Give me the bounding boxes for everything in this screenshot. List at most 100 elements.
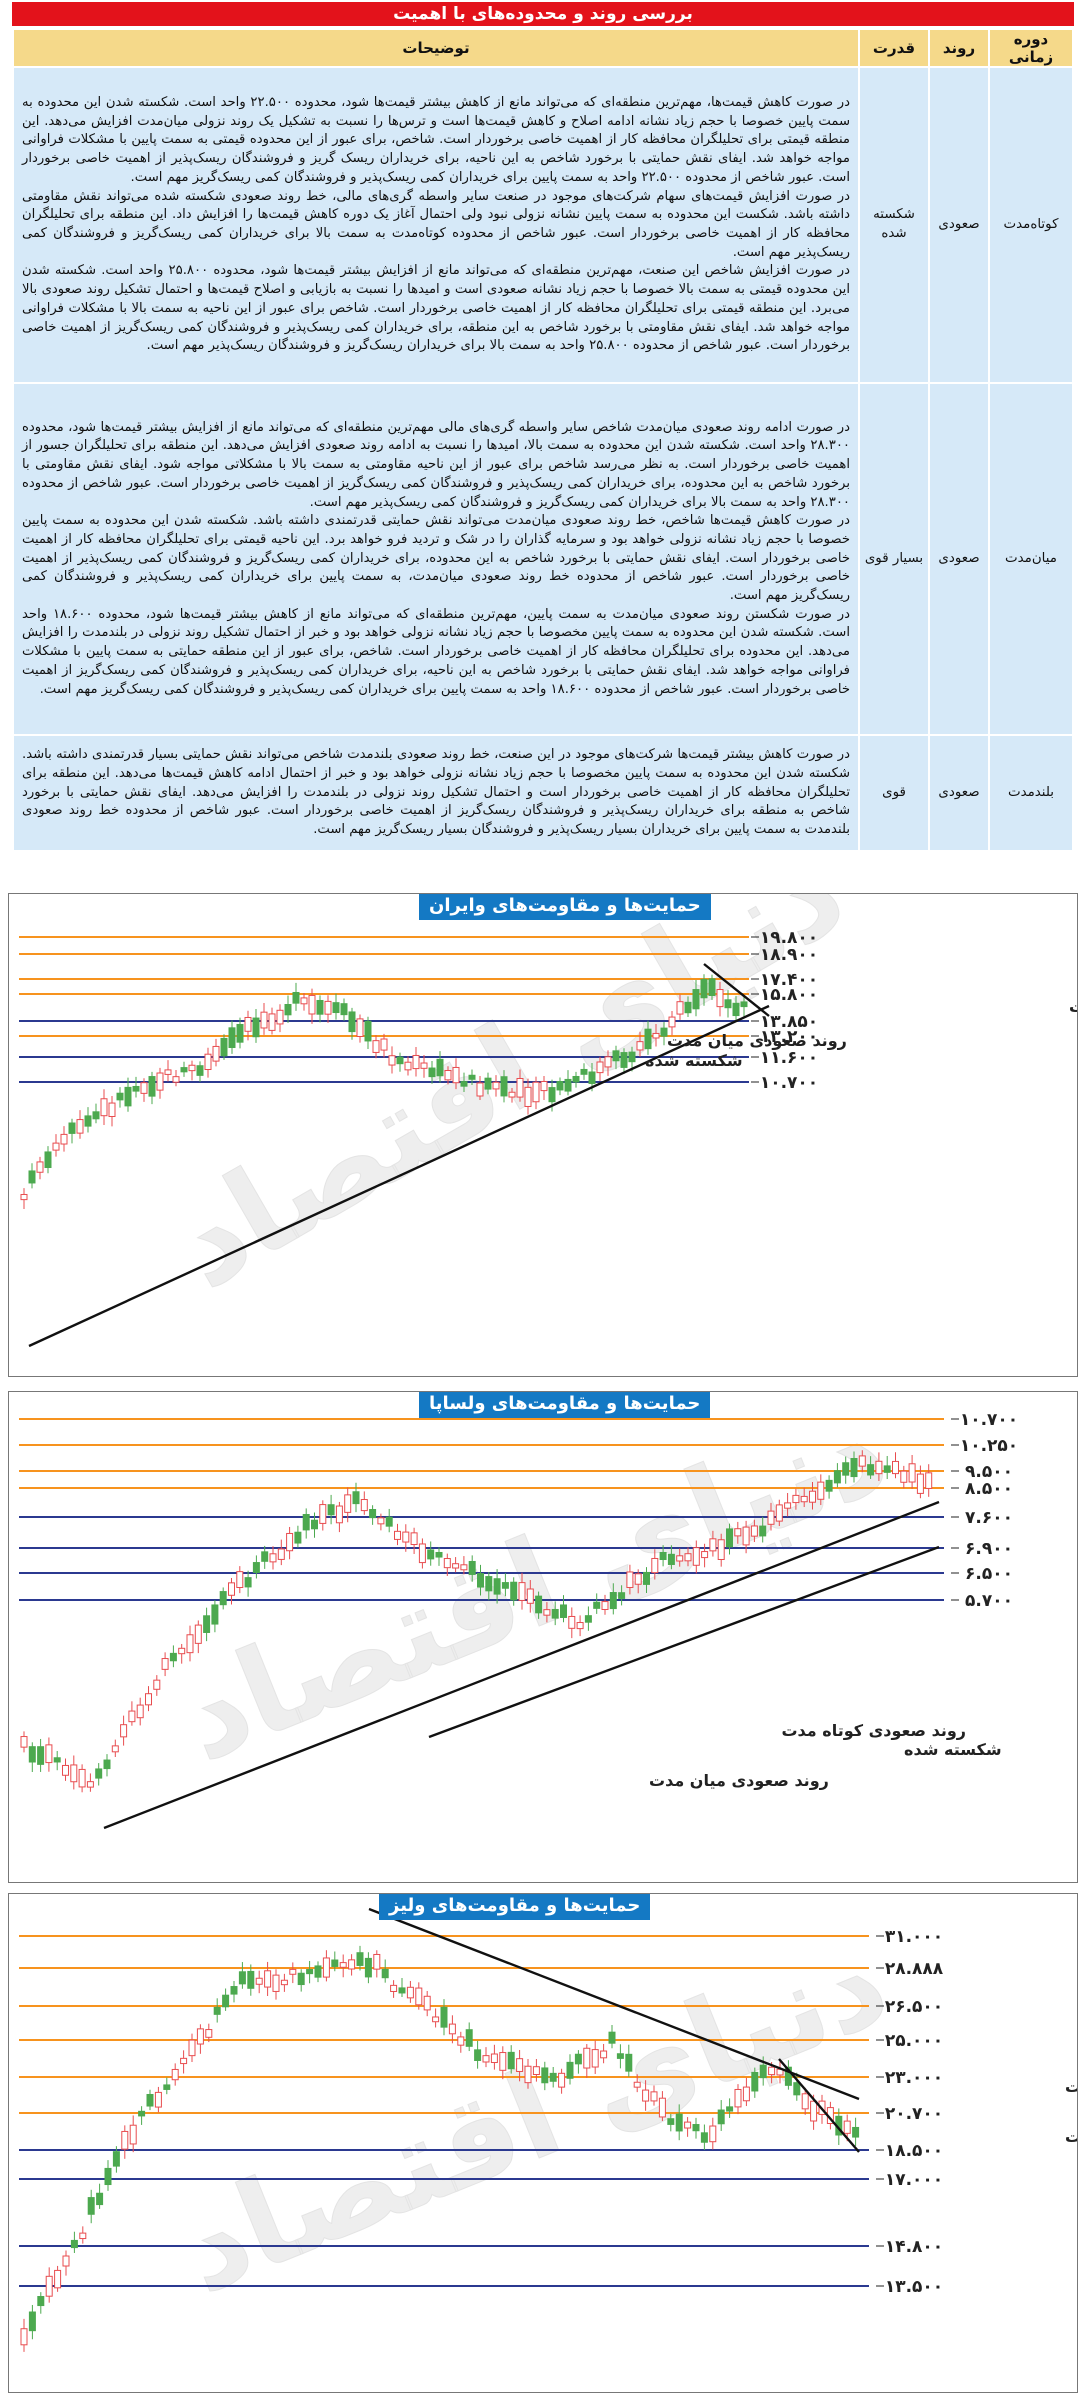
level-label: ۱۳.۲۰۰ [760, 1027, 818, 1047]
candle-body [260, 1011, 268, 1029]
row-strength: بسیار قوی [860, 384, 928, 734]
candle-body [616, 2053, 624, 2059]
candle-body [372, 1040, 380, 1053]
candle-body [492, 1081, 500, 1090]
level-label: ۱۱.۶۰۰ [760, 1048, 818, 1068]
trend-line [703, 963, 770, 1017]
candle-body [775, 1504, 783, 1522]
candle-body [925, 1472, 933, 1489]
candle-body [532, 2066, 540, 2075]
candle-body [675, 2113, 683, 2132]
candle-body [120, 1724, 128, 1738]
row-strength: شکسته شده [860, 68, 928, 382]
candle-body [588, 1071, 596, 1084]
candle-body [308, 994, 316, 1015]
candle-body [164, 1069, 172, 1075]
desc-paragraph: در صورت افزایش شاخص این صنعت، مهم‌ترین م… [22, 263, 850, 354]
candle-body [767, 1510, 775, 1525]
candle-body [138, 2110, 146, 2117]
candle-body [541, 2067, 549, 2084]
candle-body [339, 1962, 347, 1968]
chart-valsapa: دنیای اقتصاد ۱۰.۷۰۰ ۱۰.۲۵۰ ۹.۵۰۰ ۸.۵۰۰ ۷.۶۰۰ ۶… [8, 1391, 1078, 1883]
candle-body [228, 1027, 236, 1048]
desc-paragraph: در صورت شکستن روند صعودی میان‌مدت به سمت… [22, 606, 850, 697]
candle-body [526, 1588, 534, 1604]
candle-body [580, 1068, 588, 1075]
candle-body [220, 1037, 228, 1057]
candle-body [45, 2275, 53, 2297]
candle-body [171, 2068, 179, 2081]
candle-body [28, 1170, 36, 1184]
row-trend: صعودی [930, 384, 988, 734]
level-label: ۱۸.۹۰۰ [760, 945, 818, 965]
candle-body [660, 1027, 668, 1037]
candle-body [734, 1528, 742, 1537]
trend-annotation: روند صعودی کوتاه مدت [781, 1721, 966, 1740]
candle-body [145, 1693, 152, 1706]
candle-body [667, 2118, 675, 2125]
trend-annotation: شکسته شده [904, 1740, 1002, 1759]
candle-body [352, 1491, 360, 1505]
candle-body [390, 1984, 398, 1992]
candle-body [642, 2089, 650, 2102]
header-period: دوره زمانی [990, 30, 1072, 66]
candle-body [388, 1055, 396, 1066]
candle-body [436, 1058, 444, 1077]
candle-body [103, 1759, 111, 1770]
level-label: ۳۱.۰۰۰ [885, 1927, 943, 1947]
candle-body [380, 1038, 388, 1051]
candle-body [327, 1504, 335, 1516]
candle-body [676, 1001, 684, 1015]
candle-body [474, 2049, 482, 2061]
level-label: ۶.۵۰۰ [965, 1564, 1013, 1584]
candle-body [28, 1746, 36, 1763]
candle-body [444, 1070, 452, 1081]
candle-body [280, 1979, 288, 1986]
candle-body [255, 1977, 263, 1985]
level-label: ۱۷.۴۰۰ [760, 970, 818, 990]
candle-body [742, 1526, 750, 1546]
candle-body [204, 1053, 212, 1071]
candle-body [314, 1965, 322, 1978]
candle-body [188, 2039, 196, 2057]
candle-body [759, 1525, 767, 1537]
candle-body [692, 2124, 700, 2132]
level-label: ۱۸.۵۰۰ [885, 2141, 943, 2161]
level-label: ۱۴.۸۰۰ [885, 2237, 943, 2257]
level-label: ۱۵.۸۰۰ [760, 985, 818, 1005]
candle-body [724, 999, 732, 1009]
candle-body [410, 1532, 418, 1546]
candle-body [302, 1514, 310, 1531]
candle-body [468, 1560, 476, 1575]
candle-body [136, 1704, 144, 1719]
candle-body [477, 1573, 484, 1588]
candle-body [180, 1067, 188, 1073]
candle-body [398, 1987, 406, 1994]
candle-body [900, 1470, 908, 1483]
candle-body [518, 1582, 526, 1601]
candle-body [84, 1115, 92, 1127]
level-label: ۵.۷۰۰ [965, 1591, 1013, 1611]
trend-line [28, 1004, 770, 1348]
candle-body [348, 1959, 356, 1970]
row-period: میان‌مدت [990, 384, 1072, 734]
candle-body [485, 1576, 493, 1592]
candle-body [482, 2055, 490, 2063]
candle-body [340, 1003, 348, 1016]
candle-body [443, 1558, 451, 1569]
candle-body [500, 1076, 508, 1097]
trend-line [428, 1545, 940, 1739]
candle-body [892, 1460, 899, 1475]
candle-body [601, 1601, 609, 1610]
candle-body [700, 2132, 708, 2143]
candle-body [153, 1679, 161, 1690]
candle-body [574, 2053, 582, 2065]
level-label: ۷.۶۰۰ [965, 1508, 1013, 1528]
candle-body [650, 2091, 658, 2102]
trend-line [778, 2058, 860, 2153]
candle-body [540, 1080, 548, 1092]
table-row: کوتاه‌مدت صعودی شکسته شده در صورت کاهش ق… [14, 68, 1072, 382]
candle-body [324, 1000, 332, 1015]
candle-body [620, 1052, 628, 1068]
candle-body [205, 2029, 213, 2038]
